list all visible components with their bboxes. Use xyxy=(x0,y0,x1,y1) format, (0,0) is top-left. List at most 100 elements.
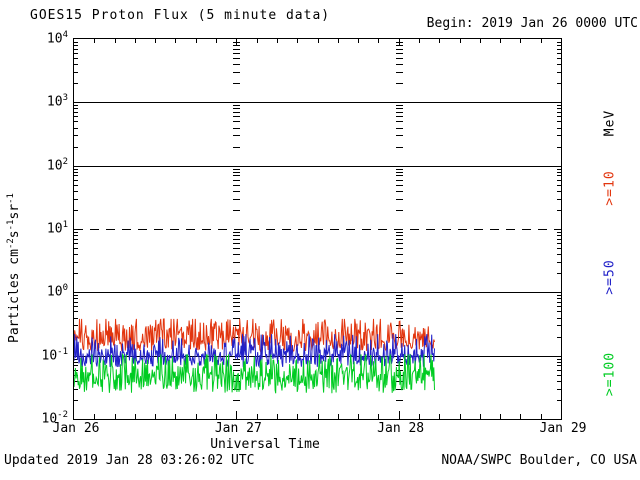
y-minor-tick xyxy=(557,105,561,106)
x-tick-label-jan-27: Jan 27 xyxy=(214,421,262,436)
y-minor-tick xyxy=(557,239,561,240)
y-minor-tick xyxy=(74,108,78,109)
y-minor-tick xyxy=(557,180,561,181)
interior-day-minor-tick xyxy=(233,112,240,113)
y-minor-tick xyxy=(74,64,78,65)
interior-day-minor-tick xyxy=(233,49,240,50)
chart-title: GOES15 Proton Flux (5 minute data) xyxy=(30,8,331,23)
x-top-tick xyxy=(216,39,217,43)
interior-day-minor-tick xyxy=(233,295,240,296)
interior-day-minor-tick xyxy=(396,262,403,263)
y-minor-tick xyxy=(557,128,561,129)
y-minor-tick xyxy=(557,235,561,236)
interior-day-minor-tick xyxy=(396,116,403,117)
interior-day-minor-tick xyxy=(396,273,403,274)
x-top-tick xyxy=(439,39,440,43)
y-minor-tick xyxy=(557,42,561,43)
interior-day-minor-tick xyxy=(396,400,403,401)
legend-ge10-label: >=10 xyxy=(602,170,618,206)
interior-day-minor-tick xyxy=(396,389,403,390)
x-top-tick xyxy=(297,39,298,43)
x-bottom-tick xyxy=(236,411,237,419)
x-top-tick xyxy=(196,39,197,43)
interior-day-minor-tick xyxy=(233,318,240,319)
interior-day-minor-tick xyxy=(396,49,403,50)
interior-day-minor-tick xyxy=(233,169,240,170)
interior-day-minor-tick xyxy=(396,191,403,192)
interior-day-minor-tick xyxy=(233,232,240,233)
y-minor-tick xyxy=(74,359,78,360)
y-tick-label-1e3: 103 xyxy=(46,93,68,110)
y-minor-tick xyxy=(74,243,78,244)
y-axis-label-base: Particles cm xyxy=(7,249,23,343)
interior-day-minor-tick xyxy=(233,53,240,54)
y-minor-tick xyxy=(557,381,561,382)
x-bottom-tick xyxy=(115,414,116,419)
interior-day-minor-tick xyxy=(396,210,403,211)
y-minor-tick xyxy=(74,325,78,326)
x-bottom-tick xyxy=(378,414,379,419)
y-minor-tick xyxy=(557,147,561,148)
y-minor-tick xyxy=(74,389,78,390)
interior-day-minor-tick xyxy=(396,58,403,59)
y-minor-tick xyxy=(557,135,561,136)
interior-day-minor-tick xyxy=(233,128,240,129)
x-bottom-tick xyxy=(358,414,359,419)
interior-day-minor-tick xyxy=(233,191,240,192)
x-top-tick xyxy=(358,39,359,43)
x-bottom-tick xyxy=(277,414,278,419)
interior-day-minor-tick xyxy=(233,262,240,263)
trace-ge50 xyxy=(74,334,435,369)
interior-day-minor-tick xyxy=(233,116,240,117)
interior-day-minor-tick xyxy=(396,108,403,109)
y-minor-tick xyxy=(74,295,78,296)
y-minor-tick xyxy=(557,45,561,46)
x-bottom-tick xyxy=(541,414,542,419)
updated-timestamp: Updated 2019 Jan 28 03:26:02 UTC xyxy=(4,453,255,468)
y-minor-tick xyxy=(557,365,561,366)
x-bottom-tick xyxy=(175,414,176,419)
x-top-tick xyxy=(500,39,501,43)
y-minor-tick xyxy=(557,254,561,255)
y-minor-tick xyxy=(557,318,561,319)
interior-day-minor-tick xyxy=(233,365,240,366)
y-minor-tick xyxy=(557,306,561,307)
interior-day-minor-tick xyxy=(233,58,240,59)
legend-ge100-label: >=100 xyxy=(602,351,618,397)
y-minor-tick xyxy=(557,302,561,303)
interior-day-minor-tick xyxy=(396,72,403,73)
x-bottom-tick xyxy=(216,414,217,419)
interior-day-minor-tick xyxy=(396,112,403,113)
y-minor-tick xyxy=(74,58,78,59)
x-bottom-tick xyxy=(500,414,501,419)
y-minor-tick xyxy=(74,42,78,43)
y-minor-tick xyxy=(557,191,561,192)
interior-day-minor-tick xyxy=(233,302,240,303)
interior-day-minor-tick xyxy=(233,185,240,186)
y-minor-tick xyxy=(74,175,78,176)
interior-day-minor-tick xyxy=(396,185,403,186)
interior-day-minor-tick xyxy=(233,311,240,312)
interior-day-minor-tick xyxy=(233,210,240,211)
y-minor-tick xyxy=(557,389,561,390)
x-bottom-tick xyxy=(155,414,156,419)
y-minor-tick xyxy=(557,121,561,122)
y-minor-tick xyxy=(557,337,561,338)
y-tick-label-1e4: 104 xyxy=(46,30,68,47)
gridline-1e3 xyxy=(74,102,561,103)
y-minor-tick xyxy=(557,53,561,54)
y-minor-tick xyxy=(557,83,561,84)
x-bottom-tick xyxy=(419,414,420,419)
y-tick-label-1e-1: 10-1 xyxy=(41,346,69,363)
interior-day-minor-tick xyxy=(233,337,240,338)
x-top-tick xyxy=(277,39,278,43)
y-axis-label-mid1: s xyxy=(7,230,23,239)
y-minor-tick xyxy=(557,311,561,312)
y-axis-label-sup2: -1 xyxy=(5,219,16,231)
y-axis-label-sup1: -2 xyxy=(5,238,16,250)
interior-day-minor-tick xyxy=(396,147,403,148)
interior-day-minor-tick xyxy=(396,298,403,299)
y-minor-tick xyxy=(74,53,78,54)
interior-day-minor-tick xyxy=(396,172,403,173)
